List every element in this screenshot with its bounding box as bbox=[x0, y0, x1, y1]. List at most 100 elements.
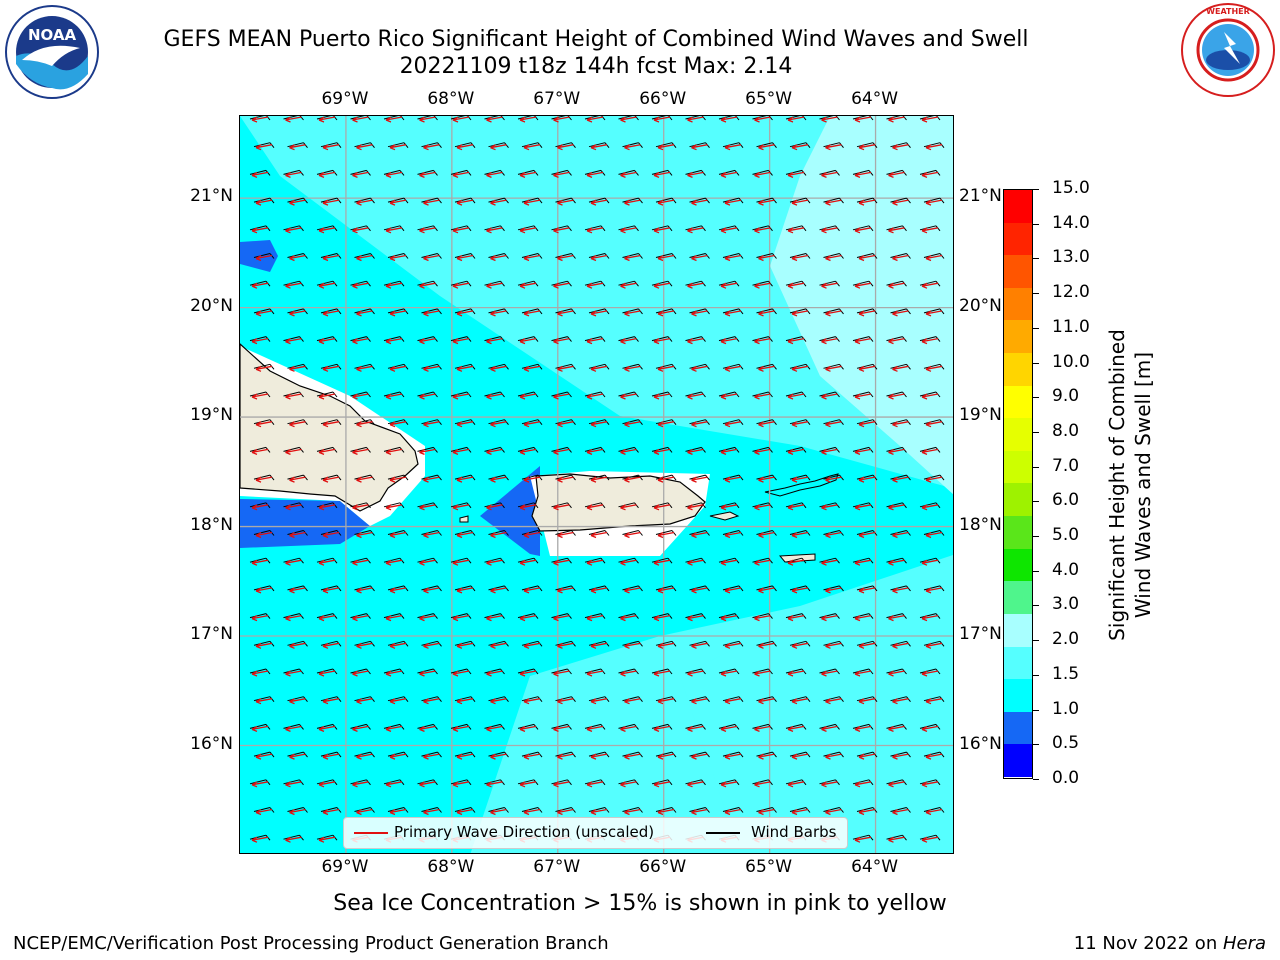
wave-direction-arrow bbox=[854, 836, 872, 843]
wave-direction-arrow bbox=[255, 254, 273, 262]
wave-direction-arrow bbox=[255, 753, 273, 760]
wave-direction-arrow bbox=[423, 199, 440, 206]
wave-direction-arrow bbox=[419, 393, 436, 400]
colorbar-tick-mark bbox=[1033, 605, 1039, 607]
wave-direction-arrow bbox=[523, 642, 541, 649]
lat-label-left: 17°N bbox=[190, 624, 233, 645]
colorbar-segment bbox=[1004, 679, 1032, 712]
wave-direction-arrow bbox=[590, 144, 608, 151]
colorbar-segment bbox=[1004, 353, 1032, 386]
wave-direction-arrow bbox=[452, 448, 470, 456]
wave-direction-arrow bbox=[888, 116, 905, 123]
colorbar-tick-mark bbox=[1033, 779, 1039, 780]
wave-direction-arrow bbox=[452, 614, 470, 622]
wave-direction-arrow bbox=[285, 836, 302, 843]
wave-direction-arrow bbox=[251, 448, 269, 456]
colorbar-tick-mark bbox=[1033, 293, 1039, 295]
wave-direction-arrow bbox=[452, 504, 470, 511]
colorbar-tick-label: 1.0 bbox=[1052, 698, 1080, 719]
wave-direction-arrow bbox=[490, 144, 507, 151]
wave-direction-arrow bbox=[285, 670, 302, 677]
wave-direction-arrow bbox=[691, 531, 708, 539]
wave-direction-arrow bbox=[687, 725, 704, 733]
colorbar-tick-mark bbox=[1033, 258, 1039, 260]
wave-direction-arrow bbox=[251, 504, 269, 511]
wave-direction-arrow bbox=[557, 587, 574, 594]
wave-direction-arrow bbox=[888, 614, 905, 622]
wave-direction-arrow bbox=[787, 227, 805, 234]
wave-direction-arrow bbox=[352, 670, 369, 677]
wave-direction-arrow bbox=[687, 393, 704, 400]
lat-label-left: 20°N bbox=[190, 295, 233, 316]
wave-direction-arrow bbox=[557, 421, 574, 428]
wave-direction-arrow bbox=[620, 393, 637, 400]
wave-direction-arrow bbox=[389, 254, 407, 262]
wave-direction-arrow bbox=[720, 282, 738, 289]
wave-direction-arrow bbox=[385, 614, 403, 622]
wave-direction-arrow bbox=[490, 365, 507, 372]
lat-label-left: 21°N bbox=[190, 186, 233, 207]
wave-direction-arrow bbox=[456, 642, 474, 649]
wave-direction-arrow bbox=[791, 199, 809, 206]
colorbar-tick-label: 14.0 bbox=[1052, 212, 1090, 233]
nws-logo: WEATHER bbox=[1180, 2, 1276, 98]
lat-label-right: 19°N bbox=[959, 405, 1002, 426]
wave-direction-arrow bbox=[289, 144, 306, 151]
wave-direction-arrow bbox=[419, 171, 436, 179]
wave-direction-arrow bbox=[318, 448, 336, 456]
wave-direction-arrow bbox=[892, 144, 909, 151]
wave-direction-arrow bbox=[620, 725, 637, 733]
colorbar-tick-label: 4.0 bbox=[1052, 559, 1080, 580]
wave-direction-arrow bbox=[385, 171, 403, 179]
wave-direction-arrow bbox=[452, 227, 470, 234]
wave-direction-arrow bbox=[285, 393, 302, 400]
wave-direction-arrow bbox=[586, 781, 604, 788]
wave-direction-arrow bbox=[251, 725, 269, 733]
wave-direction-arrow bbox=[519, 171, 537, 179]
wave-direction-arrow bbox=[754, 227, 771, 234]
wave-direction-arrow bbox=[423, 310, 440, 317]
wave-direction-arrow bbox=[251, 227, 269, 234]
wave-direction-arrow bbox=[892, 808, 909, 816]
colorbar-tick-label: 15.0 bbox=[1052, 178, 1090, 198]
colorbar-tick-label: 2.0 bbox=[1052, 629, 1080, 650]
colorbar-tick-mark bbox=[1033, 466, 1039, 468]
wave-direction-arrow bbox=[691, 199, 708, 206]
wave-direction-arrow bbox=[620, 337, 637, 345]
wave-direction-arrow bbox=[921, 337, 939, 345]
wave-direction-arrow bbox=[289, 365, 306, 372]
wave-direction-arrow bbox=[389, 808, 407, 816]
wave-direction-arrow bbox=[624, 421, 641, 428]
wave-direction-arrow bbox=[620, 448, 637, 456]
wave-direction-arrow bbox=[285, 559, 302, 566]
lon-label-top: 66°W bbox=[639, 89, 687, 109]
wave-direction-arrow bbox=[289, 642, 306, 649]
wave-direction-arrow bbox=[490, 698, 507, 705]
wave-direction-arrow bbox=[791, 310, 809, 317]
wave-direction-arrow bbox=[486, 171, 503, 179]
lat-label-left: 18°N bbox=[190, 514, 233, 535]
wave-direction-arrow bbox=[590, 365, 608, 372]
wave-direction-arrow bbox=[590, 421, 608, 428]
wave-direction-arrow bbox=[921, 836, 939, 843]
wave-direction-arrow bbox=[251, 559, 269, 566]
wave-direction-arrow bbox=[825, 199, 842, 206]
wave-direction-arrow bbox=[858, 144, 876, 151]
wave-direction-arrow bbox=[787, 559, 805, 566]
wave-direction-arrow bbox=[925, 642, 943, 649]
wave-direction-arrow bbox=[620, 781, 637, 788]
wave-direction-arrow bbox=[724, 254, 742, 262]
wave-direction-arrow bbox=[586, 393, 604, 400]
wave-direction-arrow bbox=[925, 531, 943, 539]
wave-direction-arrow bbox=[921, 227, 939, 234]
wave-direction-arrow bbox=[892, 254, 909, 262]
wave-direction-arrow bbox=[624, 144, 641, 151]
wave-direction-arrow bbox=[557, 642, 574, 649]
wave-direction-arrow bbox=[519, 781, 537, 788]
wave-direction-arrow bbox=[423, 587, 440, 594]
wave-direction-swatch bbox=[354, 832, 388, 834]
wave-direction-arrow bbox=[251, 614, 269, 622]
wave-direction-arrow bbox=[452, 725, 470, 733]
wave-direction-arrow bbox=[624, 476, 641, 483]
wave-direction-arrow bbox=[888, 282, 905, 289]
